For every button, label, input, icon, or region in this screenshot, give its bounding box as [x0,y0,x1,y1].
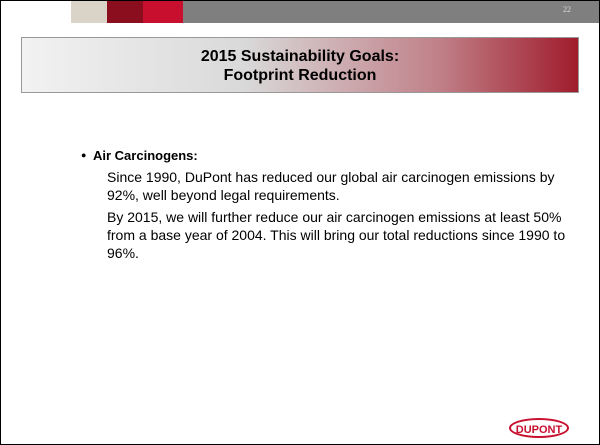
slide-title: 2015 Sustainability Goals: Footprint Red… [200,48,400,84]
deco-block [107,1,143,23]
slide-number: 22 [563,5,571,14]
deco-block [71,1,107,23]
logo: DUPONT [509,418,569,438]
title-bar: 2015 Sustainability Goals: Footprint Red… [21,37,579,93]
paragraph: Since 1990, DuPont has reduced our globa… [107,169,555,203]
top-bar [71,1,599,23]
paragraph: By 2015, we will further reduce our air … [107,209,566,261]
deco-block [143,1,183,23]
bullet-heading: Air Carcinogens: [81,148,198,163]
